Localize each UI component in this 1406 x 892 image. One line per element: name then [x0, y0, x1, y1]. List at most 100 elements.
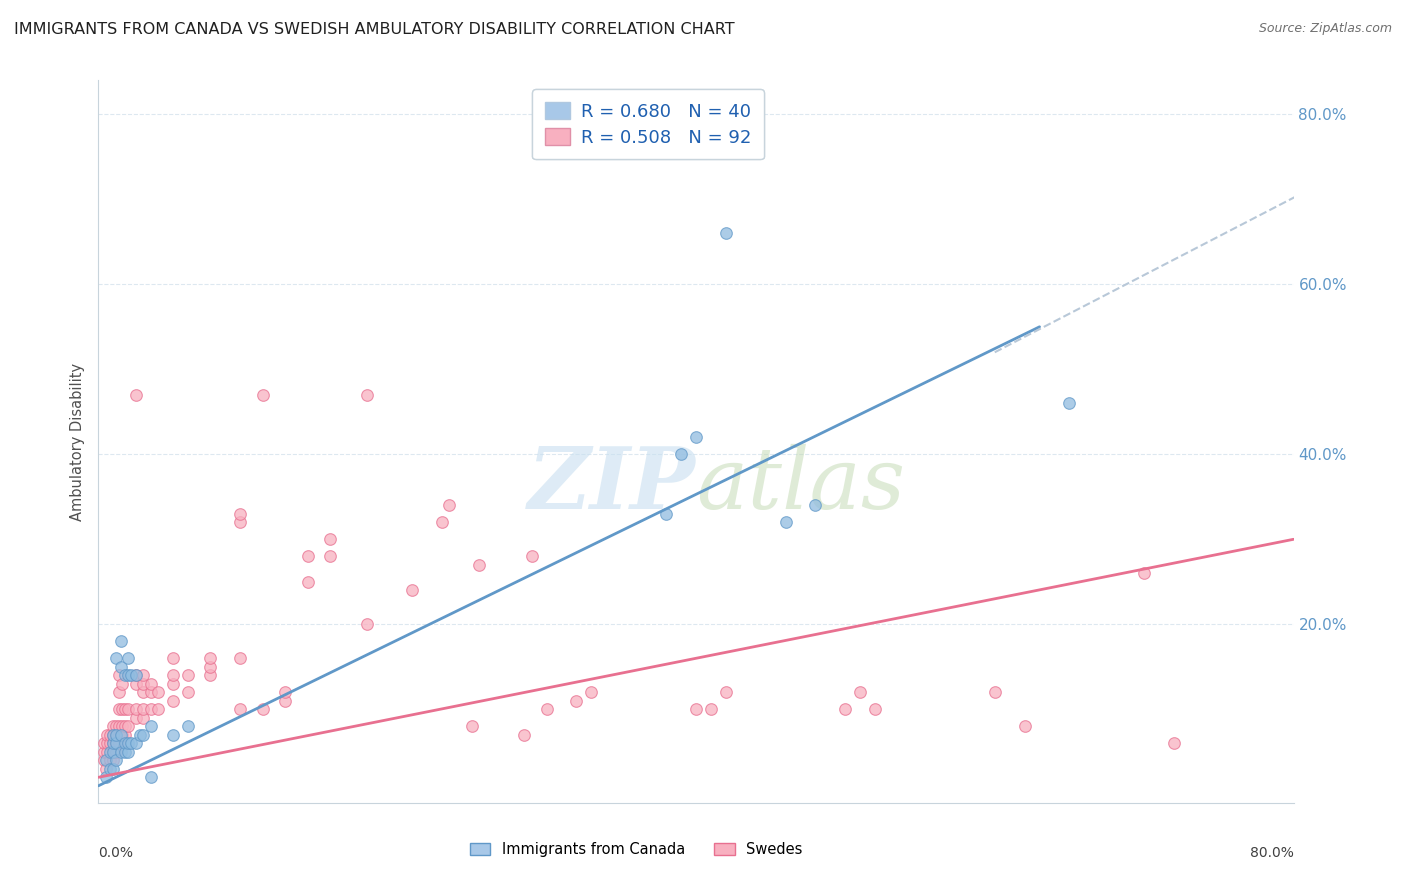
Point: [125, 388, 148, 402]
Point: [110, 745, 132, 759]
Point: [1059, 396, 1081, 410]
Point: [105, 719, 128, 733]
Point: [132, 677, 155, 691]
Point: [177, 685, 200, 699]
Point: [804, 498, 827, 512]
Point: [103, 728, 125, 742]
Text: atlas: atlas: [696, 443, 905, 526]
Point: [103, 745, 125, 759]
Point: [834, 702, 856, 716]
Point: [274, 694, 297, 708]
Y-axis label: Ambulatory Disability: Ambulatory Disability: [70, 362, 86, 521]
Point: [117, 702, 139, 716]
Point: [200, 660, 222, 674]
Point: [148, 685, 170, 699]
Point: [125, 668, 148, 682]
Text: 80.0%: 80.0%: [1250, 847, 1294, 860]
Point: [110, 634, 132, 648]
Point: [125, 702, 148, 716]
Text: IMMIGRANTS FROM CANADA VS SWEDISH AMBULATORY DISABILITY CORRELATION CHART: IMMIGRANTS FROM CANADA VS SWEDISH AMBULA…: [14, 22, 735, 37]
Point: [162, 677, 184, 691]
Point: [103, 728, 125, 742]
Point: [685, 430, 707, 444]
Point: [139, 702, 162, 716]
Point: [200, 668, 222, 682]
Point: [162, 728, 184, 742]
Point: [148, 702, 170, 716]
Point: [105, 651, 128, 665]
Point: [114, 668, 136, 682]
Point: [984, 685, 1007, 699]
Point: [114, 745, 136, 759]
Point: [114, 702, 136, 716]
Point: [111, 719, 134, 733]
Point: [139, 677, 162, 691]
Point: [139, 719, 162, 733]
Point: [114, 728, 136, 742]
Point: [849, 685, 872, 699]
Point: [655, 507, 678, 521]
Point: [685, 702, 707, 716]
Point: [105, 745, 128, 759]
Point: [252, 388, 274, 402]
Point: [111, 702, 134, 716]
Point: [581, 685, 603, 699]
Point: [125, 711, 148, 725]
Point: [93, 736, 115, 750]
Point: [93, 745, 115, 759]
Point: [132, 685, 155, 699]
Point: [319, 549, 342, 564]
Point: [103, 745, 125, 759]
Point: [229, 651, 252, 665]
Point: [714, 685, 737, 699]
Point: [356, 388, 378, 402]
Point: [96, 736, 118, 750]
Point: [274, 685, 297, 699]
Point: [229, 507, 252, 521]
Text: ZIP: ZIP: [529, 443, 696, 526]
Point: [139, 770, 162, 784]
Point: [129, 728, 152, 742]
Point: [96, 745, 118, 759]
Point: [108, 728, 131, 742]
Point: [565, 694, 588, 708]
Point: [1133, 566, 1156, 581]
Point: [162, 668, 184, 682]
Point: [132, 668, 155, 682]
Point: [105, 753, 128, 767]
Point: [125, 677, 148, 691]
Point: [103, 736, 125, 750]
Point: [105, 728, 128, 742]
Legend: R = 0.680   N = 40, R = 0.508   N = 92: R = 0.680 N = 40, R = 0.508 N = 92: [533, 89, 763, 160]
Point: [536, 702, 558, 716]
Point: [103, 753, 125, 767]
Point: [125, 668, 148, 682]
Point: [513, 728, 536, 742]
Point: [1163, 736, 1185, 750]
Point: [714, 227, 737, 241]
Point: [120, 668, 142, 682]
Point: [103, 762, 125, 776]
Point: [669, 447, 692, 461]
Point: [94, 762, 117, 776]
Point: [103, 719, 125, 733]
Point: [117, 651, 139, 665]
Point: [468, 558, 491, 572]
Point: [110, 660, 132, 674]
Point: [132, 711, 155, 725]
Point: [98, 762, 122, 776]
Point: [439, 498, 461, 512]
Point: [105, 728, 128, 742]
Point: [98, 745, 122, 759]
Point: [105, 736, 128, 750]
Point: [461, 719, 484, 733]
Point: [120, 736, 142, 750]
Point: [94, 770, 117, 784]
Point: [229, 516, 252, 530]
Point: [96, 728, 118, 742]
Point: [94, 753, 117, 767]
Point: [117, 668, 139, 682]
Point: [103, 736, 125, 750]
Text: Source: ZipAtlas.com: Source: ZipAtlas.com: [1258, 22, 1392, 36]
Point: [108, 668, 131, 682]
